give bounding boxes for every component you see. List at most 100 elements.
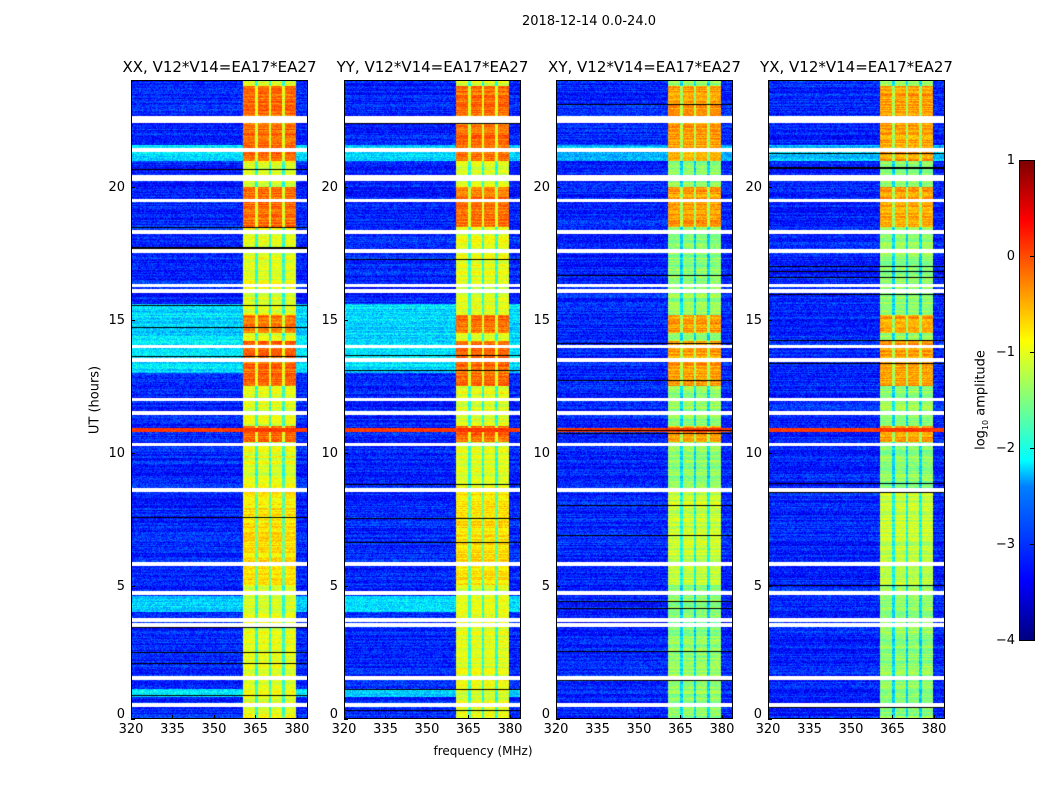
- y-tick-label: 0: [753, 707, 762, 722]
- panel-title: XY, V12*V14=EA17*EA27: [548, 58, 741, 76]
- y-tick: [556, 452, 560, 454]
- y-tick-label: 5: [329, 578, 338, 594]
- x-tick: [556, 715, 557, 719]
- x-tick-label: 320: [331, 722, 357, 737]
- colorbar-tick: [1030, 640, 1034, 641]
- x-tick: [509, 715, 511, 719]
- y-tick: [768, 585, 772, 587]
- heatmap-canvas: [769, 81, 944, 718]
- y-tick: [556, 585, 560, 587]
- x-tick-label: 380: [284, 722, 310, 737]
- y-tick-label: 20: [533, 179, 550, 195]
- x-tick-label: 365: [668, 722, 693, 737]
- colorbar-label: log10 amplitude: [973, 350, 991, 450]
- y-tick-label: 10: [745, 445, 762, 461]
- x-tick-label: 365: [880, 722, 905, 737]
- y-tick-label: 10: [533, 445, 550, 461]
- y-tick-label: 15: [745, 312, 762, 328]
- x-tick: [933, 715, 935, 719]
- x-tick-label: 380: [921, 722, 947, 737]
- x-tick-label: 335: [373, 722, 398, 737]
- x-tick: [468, 715, 470, 719]
- y-tick-label: 5: [116, 578, 125, 594]
- x-tick-label: 350: [626, 722, 652, 737]
- y-tick-label: 10: [108, 445, 125, 461]
- y-tick: [131, 719, 135, 720]
- x-tick-label: 380: [497, 722, 523, 737]
- x-tick: [892, 715, 894, 719]
- colorbar-tick-label: −3: [995, 537, 1015, 552]
- heatmap-canvas: [132, 81, 307, 718]
- x-axis-label: frequency (MHz): [433, 744, 533, 758]
- colorbar-tick: [1030, 256, 1034, 257]
- panel-title: XX, V12*V14=EA17*EA27: [122, 58, 317, 76]
- colorbar-tick-label: −2: [995, 441, 1015, 456]
- y-tick-label: 5: [753, 578, 762, 594]
- x-tick-label: 365: [456, 722, 481, 737]
- y-tick: [556, 719, 560, 720]
- y-tick: [768, 319, 772, 321]
- y-axis-label: UT (hours): [87, 365, 103, 435]
- colorbar-tick: [1030, 544, 1034, 545]
- x-tick: [172, 715, 174, 719]
- y-tick-label: 15: [321, 312, 338, 328]
- y-tick: [556, 186, 560, 188]
- colorbar-tick-label: 0: [1006, 249, 1015, 264]
- colorbar-tick-label: 1: [1006, 153, 1015, 168]
- y-tick: [768, 719, 772, 720]
- y-tick-label: 15: [108, 312, 125, 328]
- x-tick: [213, 715, 215, 719]
- y-tick: [344, 719, 348, 720]
- x-tick-label: 320: [543, 722, 569, 737]
- heatmap-panel: [344, 80, 521, 719]
- y-tick-label: 10: [321, 445, 338, 461]
- panel-title: YX, V12*V14=EA17*EA27: [760, 58, 953, 76]
- x-tick: [296, 715, 298, 719]
- y-tick-label: 20: [108, 179, 125, 195]
- x-tick-label: 350: [201, 722, 227, 737]
- colorbar-tick-label: −4: [995, 633, 1015, 648]
- heatmap-panel: [556, 80, 733, 719]
- y-tick-label: 20: [321, 179, 338, 195]
- figure-title: 2018-12-14 0.0-24.0: [522, 14, 656, 29]
- y-tick-label: 20: [745, 179, 762, 195]
- y-tick: [768, 186, 772, 188]
- y-tick: [768, 452, 772, 454]
- y-tick: [344, 319, 348, 321]
- x-tick: [680, 715, 682, 719]
- x-tick-label: 320: [755, 722, 781, 737]
- y-tick-label: 15: [533, 312, 550, 328]
- colorbar-tick: [1030, 448, 1034, 449]
- y-tick-label: 5: [541, 578, 550, 594]
- y-tick: [131, 452, 135, 454]
- x-tick: [721, 715, 723, 719]
- y-tick-label: 0: [116, 707, 125, 722]
- x-tick-label: 335: [585, 722, 610, 737]
- x-tick: [255, 715, 257, 719]
- y-tick: [344, 585, 348, 587]
- x-tick: [385, 715, 387, 719]
- x-tick: [638, 715, 640, 719]
- colorbar-tick-label: −1: [995, 345, 1015, 360]
- x-tick-label: 380: [709, 722, 735, 737]
- x-tick: [131, 715, 132, 719]
- x-tick: [344, 715, 345, 719]
- x-tick-label: 365: [243, 722, 268, 737]
- heatmap-canvas: [557, 81, 732, 718]
- x-tick-label: 335: [160, 722, 185, 737]
- x-tick: [809, 715, 811, 719]
- x-tick: [768, 715, 769, 719]
- x-tick-label: 350: [414, 722, 440, 737]
- y-tick: [556, 319, 560, 321]
- y-tick: [344, 452, 348, 454]
- x-tick-label: 320: [118, 722, 144, 737]
- y-tick: [344, 186, 348, 188]
- colorbar: [1019, 160, 1035, 641]
- x-tick: [850, 715, 852, 719]
- heatmap-panel: [131, 80, 308, 719]
- x-tick-label: 335: [797, 722, 822, 737]
- heatmap-panel: [768, 80, 945, 719]
- y-tick-label: 0: [329, 707, 338, 722]
- heatmap-canvas: [345, 81, 520, 718]
